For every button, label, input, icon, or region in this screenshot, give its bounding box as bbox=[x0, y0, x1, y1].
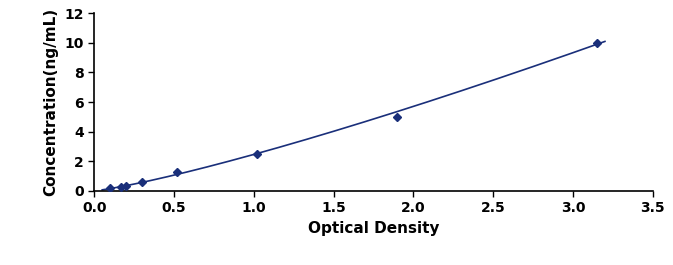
Y-axis label: Concentration(ng/mL): Concentration(ng/mL) bbox=[44, 8, 59, 196]
X-axis label: Optical Density: Optical Density bbox=[308, 221, 439, 236]
